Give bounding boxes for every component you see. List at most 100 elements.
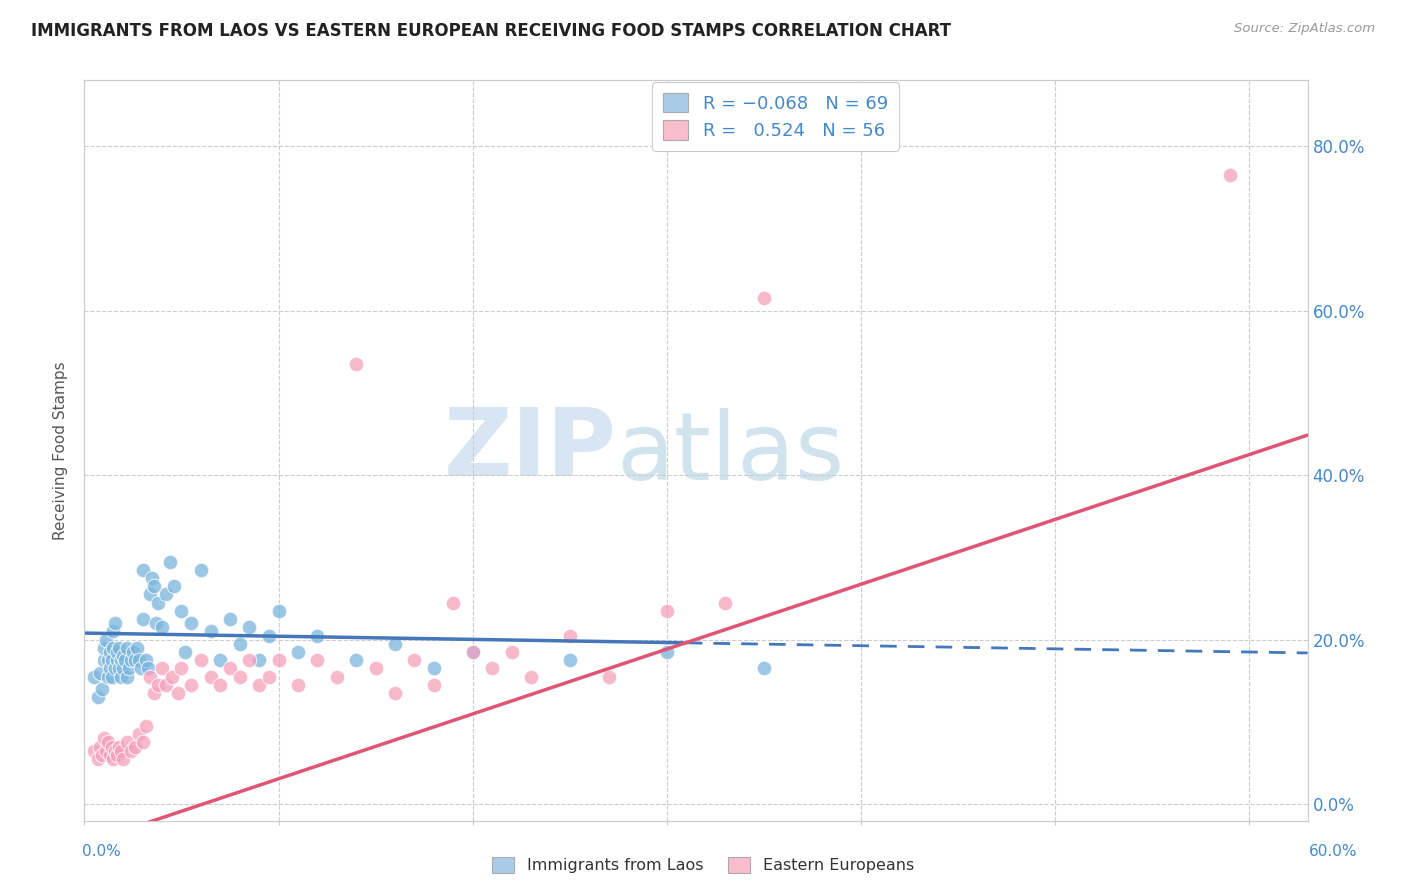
Text: IMMIGRANTS FROM LAOS VS EASTERN EUROPEAN RECEIVING FOOD STAMPS CORRELATION CHART: IMMIGRANTS FROM LAOS VS EASTERN EUROPEAN… bbox=[31, 22, 950, 40]
Point bbox=[160, 670, 183, 684]
Point bbox=[124, 739, 146, 754]
Point bbox=[120, 653, 142, 667]
Text: 0.0%: 0.0% bbox=[82, 845, 121, 859]
Point bbox=[461, 645, 484, 659]
Text: 60.0%: 60.0% bbox=[1309, 845, 1357, 859]
Point bbox=[112, 649, 135, 664]
Point bbox=[598, 670, 620, 684]
Point bbox=[129, 661, 152, 675]
Point bbox=[228, 670, 250, 684]
Point bbox=[103, 752, 125, 766]
Point bbox=[326, 670, 349, 684]
Point bbox=[159, 554, 181, 569]
Point bbox=[94, 632, 117, 647]
Point bbox=[344, 653, 367, 667]
Point bbox=[104, 661, 127, 675]
Point bbox=[120, 744, 142, 758]
Point bbox=[103, 640, 125, 655]
Point bbox=[94, 744, 117, 758]
Point bbox=[98, 645, 121, 659]
Point bbox=[404, 653, 426, 667]
Point bbox=[209, 678, 232, 692]
Point bbox=[93, 653, 115, 667]
Point bbox=[287, 645, 309, 659]
Point bbox=[125, 640, 148, 655]
Point bbox=[180, 678, 202, 692]
Point bbox=[110, 670, 132, 684]
Point bbox=[90, 747, 112, 762]
Point bbox=[105, 645, 128, 659]
Point bbox=[103, 624, 125, 639]
Point bbox=[105, 747, 128, 762]
Point bbox=[138, 661, 160, 675]
Point bbox=[87, 690, 110, 705]
Point bbox=[384, 686, 406, 700]
Point bbox=[481, 661, 503, 675]
Point bbox=[115, 640, 138, 655]
Point bbox=[110, 653, 132, 667]
Point bbox=[364, 661, 387, 675]
Point bbox=[166, 686, 188, 700]
Point bbox=[112, 752, 135, 766]
Y-axis label: Receiving Food Stamps: Receiving Food Stamps bbox=[53, 361, 69, 540]
Point bbox=[228, 637, 250, 651]
Point bbox=[124, 653, 146, 667]
Point bbox=[655, 645, 678, 659]
Point bbox=[257, 628, 280, 642]
Point bbox=[93, 640, 115, 655]
Text: ZIP: ZIP bbox=[443, 404, 616, 497]
Point bbox=[110, 744, 132, 758]
Point bbox=[122, 645, 145, 659]
Point bbox=[93, 731, 115, 746]
Point bbox=[97, 735, 120, 749]
Point bbox=[90, 681, 112, 696]
Point bbox=[423, 661, 446, 675]
Point bbox=[150, 620, 173, 634]
Point bbox=[89, 665, 111, 680]
Point bbox=[114, 653, 136, 667]
Point bbox=[714, 596, 737, 610]
Point bbox=[247, 678, 270, 692]
Point bbox=[190, 653, 212, 667]
Point bbox=[83, 744, 105, 758]
Point bbox=[112, 661, 135, 675]
Point bbox=[170, 661, 193, 675]
Point bbox=[108, 661, 131, 675]
Point bbox=[501, 645, 523, 659]
Point bbox=[135, 719, 157, 733]
Point bbox=[115, 735, 138, 749]
Point bbox=[128, 727, 150, 741]
Point bbox=[108, 739, 131, 754]
Point bbox=[200, 624, 222, 639]
Point bbox=[131, 735, 153, 749]
Point bbox=[97, 670, 120, 684]
Point bbox=[100, 653, 122, 667]
Point bbox=[145, 616, 167, 631]
Point bbox=[267, 604, 290, 618]
Point bbox=[752, 661, 775, 675]
Point bbox=[190, 563, 212, 577]
Point bbox=[83, 670, 105, 684]
Point bbox=[384, 637, 406, 651]
Point bbox=[143, 686, 166, 700]
Point bbox=[752, 291, 775, 305]
Point bbox=[174, 645, 197, 659]
Point bbox=[105, 653, 128, 667]
Point bbox=[139, 587, 162, 601]
Point bbox=[307, 628, 329, 642]
Legend: Immigrants from Laos, Eastern Europeans: Immigrants from Laos, Eastern Europeans bbox=[485, 850, 921, 880]
Point bbox=[267, 653, 290, 667]
Point bbox=[558, 653, 581, 667]
Point bbox=[209, 653, 232, 667]
Point bbox=[131, 563, 153, 577]
Point bbox=[520, 670, 543, 684]
Point bbox=[98, 661, 121, 675]
Point bbox=[89, 739, 111, 754]
Point bbox=[155, 587, 177, 601]
Point bbox=[104, 616, 127, 631]
Point bbox=[150, 661, 173, 675]
Point bbox=[131, 612, 153, 626]
Point bbox=[143, 579, 166, 593]
Point bbox=[163, 579, 186, 593]
Point bbox=[135, 653, 157, 667]
